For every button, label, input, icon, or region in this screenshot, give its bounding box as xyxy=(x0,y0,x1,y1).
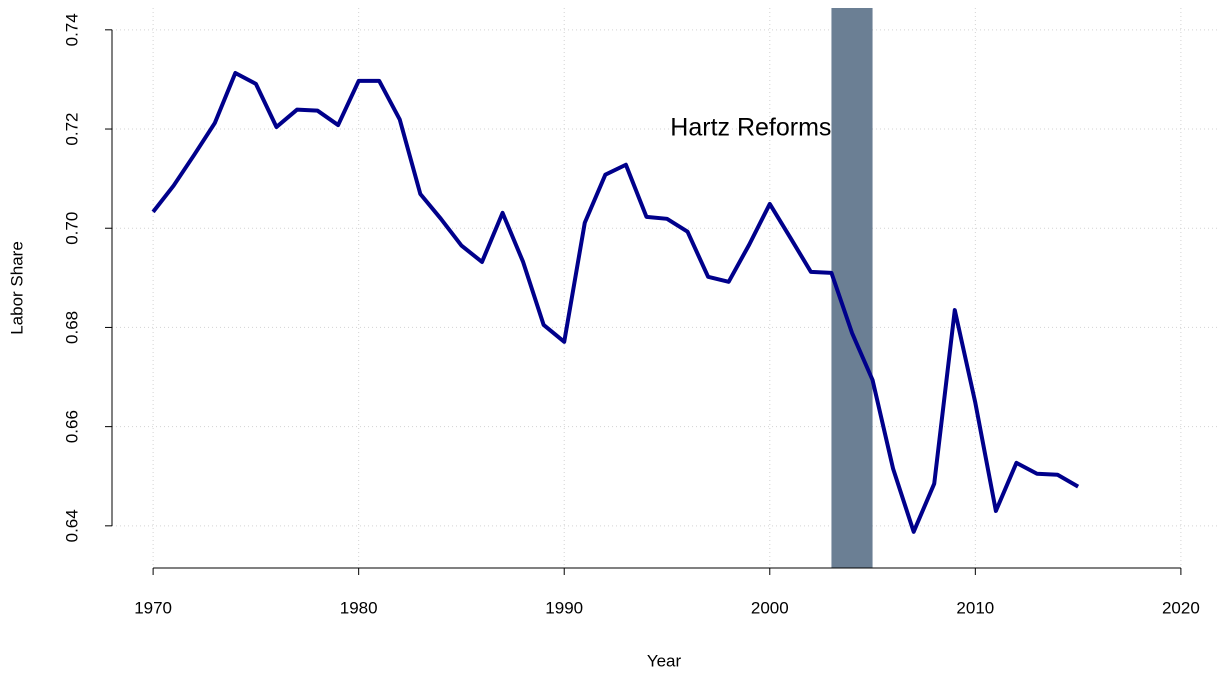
y-tick-label: 0.68 xyxy=(62,311,81,344)
y-tick-label: 0.70 xyxy=(62,212,81,245)
x-tick-label: 1970 xyxy=(134,598,172,617)
data-line xyxy=(151,70,1080,534)
x-axis-label: Year xyxy=(647,651,682,670)
y-axis-label: Labor Share xyxy=(7,241,26,335)
x-tick-label: 2020 xyxy=(1162,598,1200,617)
y-tick-label: 0.74 xyxy=(62,13,81,46)
x-tick-label: 1980 xyxy=(340,598,378,617)
annotation: Hartz Reforms xyxy=(670,114,831,142)
y-tick-label: 0.72 xyxy=(62,112,81,145)
x-tick-label: 1990 xyxy=(545,598,583,617)
x-tick-label: 2000 xyxy=(751,598,789,617)
x-tick-label: 2010 xyxy=(956,598,994,617)
y-tick-label: 0.66 xyxy=(62,410,81,443)
y-tick-label: 0.64 xyxy=(62,509,81,542)
